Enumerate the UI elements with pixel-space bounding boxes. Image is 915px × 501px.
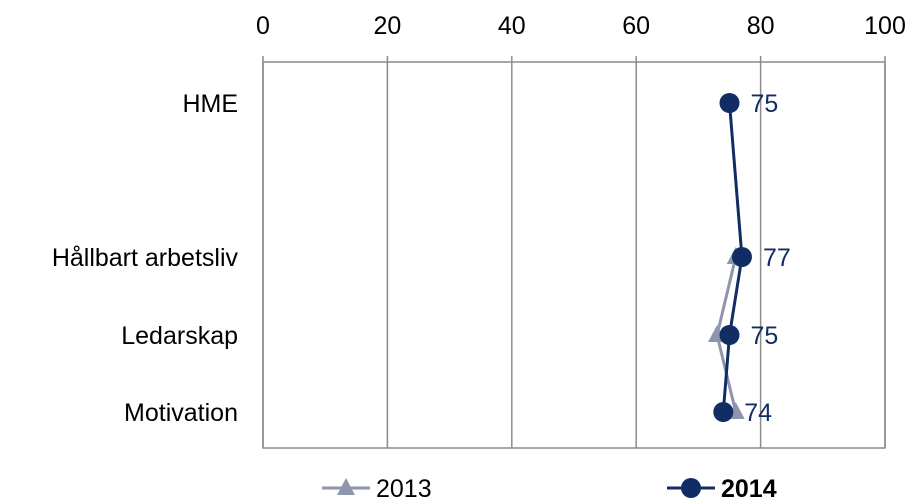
data-point-2014 (731, 247, 752, 267)
data-label-2014: 75 (751, 322, 779, 350)
data-point-2014 (719, 325, 740, 345)
legend-marker-2014 (681, 478, 701, 498)
plot-area-border (262, 61, 886, 449)
legend-item-2014: 2014 (667, 475, 777, 501)
legend-item-2013: 2013 (322, 475, 432, 501)
x-tick-label: 0 (256, 12, 270, 40)
data-label-2014: 77 (763, 244, 791, 272)
x-tick-label: 100 (864, 12, 906, 40)
category-label: Hållbart arbetsliv (52, 244, 239, 272)
category-label: HME (182, 90, 238, 118)
x-tick-label: 60 (622, 12, 650, 40)
data-point-2014 (719, 93, 740, 113)
x-tick-label: 20 (373, 12, 401, 40)
category-labels: HME Hållbart arbetsliv Ledarskap Motivation (52, 90, 239, 427)
legend-label-2014: 2014 (721, 475, 777, 501)
x-tick-label: 80 (747, 12, 775, 40)
data-label-2014: 74 (744, 399, 772, 427)
series-layer: 75 77 75 74 (708, 90, 791, 427)
category-label: Ledarskap (121, 322, 238, 350)
series-line-2014 (721, 102, 744, 413)
series-2014: 75 77 75 74 (713, 90, 791, 427)
grid (262, 56, 886, 449)
data-point-2014 (713, 402, 734, 422)
legend-label-2013: 2013 (376, 475, 432, 501)
x-axis-ticks: 0 20 40 60 80 100 (256, 12, 906, 40)
legend-marker-2013 (337, 478, 355, 495)
legend: 2013 2014 (322, 475, 777, 501)
category-label: Motivation (124, 399, 238, 427)
x-tick-label: 40 (498, 12, 526, 40)
data-label-2014: 75 (751, 90, 779, 118)
